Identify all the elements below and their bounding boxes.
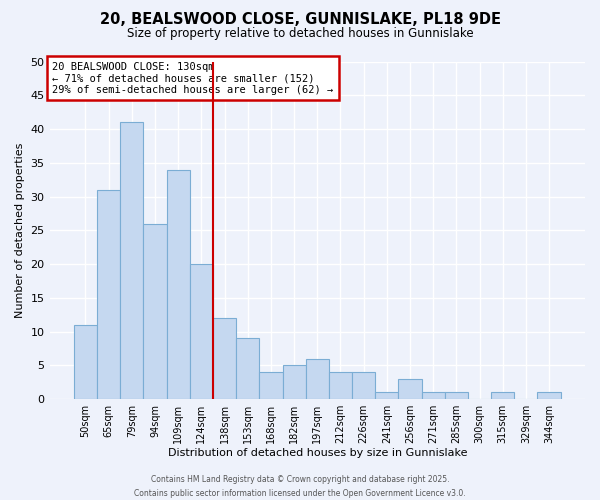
Y-axis label: Number of detached properties: Number of detached properties bbox=[15, 142, 25, 318]
Bar bbox=[375, 392, 398, 399]
X-axis label: Distribution of detached houses by size in Gunnislake: Distribution of detached houses by size … bbox=[167, 448, 467, 458]
Bar bbox=[97, 190, 120, 399]
Text: Size of property relative to detached houses in Gunnislake: Size of property relative to detached ho… bbox=[127, 28, 473, 40]
Bar bbox=[213, 318, 236, 399]
Bar bbox=[445, 392, 468, 399]
Bar bbox=[398, 379, 422, 399]
Text: Contains HM Land Registry data © Crown copyright and database right 2025.
Contai: Contains HM Land Registry data © Crown c… bbox=[134, 476, 466, 498]
Bar bbox=[352, 372, 375, 399]
Bar bbox=[190, 264, 213, 399]
Bar bbox=[236, 338, 259, 399]
Bar bbox=[305, 358, 329, 399]
Bar bbox=[259, 372, 283, 399]
Bar bbox=[120, 122, 143, 399]
Bar bbox=[167, 170, 190, 399]
Bar bbox=[283, 366, 305, 399]
Bar bbox=[74, 325, 97, 399]
Bar bbox=[143, 224, 167, 399]
Bar bbox=[538, 392, 560, 399]
Bar bbox=[422, 392, 445, 399]
Text: 20, BEALSWOOD CLOSE, GUNNISLAKE, PL18 9DE: 20, BEALSWOOD CLOSE, GUNNISLAKE, PL18 9D… bbox=[100, 12, 500, 28]
Text: 20 BEALSWOOD CLOSE: 130sqm
← 71% of detached houses are smaller (152)
29% of sem: 20 BEALSWOOD CLOSE: 130sqm ← 71% of deta… bbox=[52, 62, 334, 94]
Bar bbox=[329, 372, 352, 399]
Bar bbox=[491, 392, 514, 399]
